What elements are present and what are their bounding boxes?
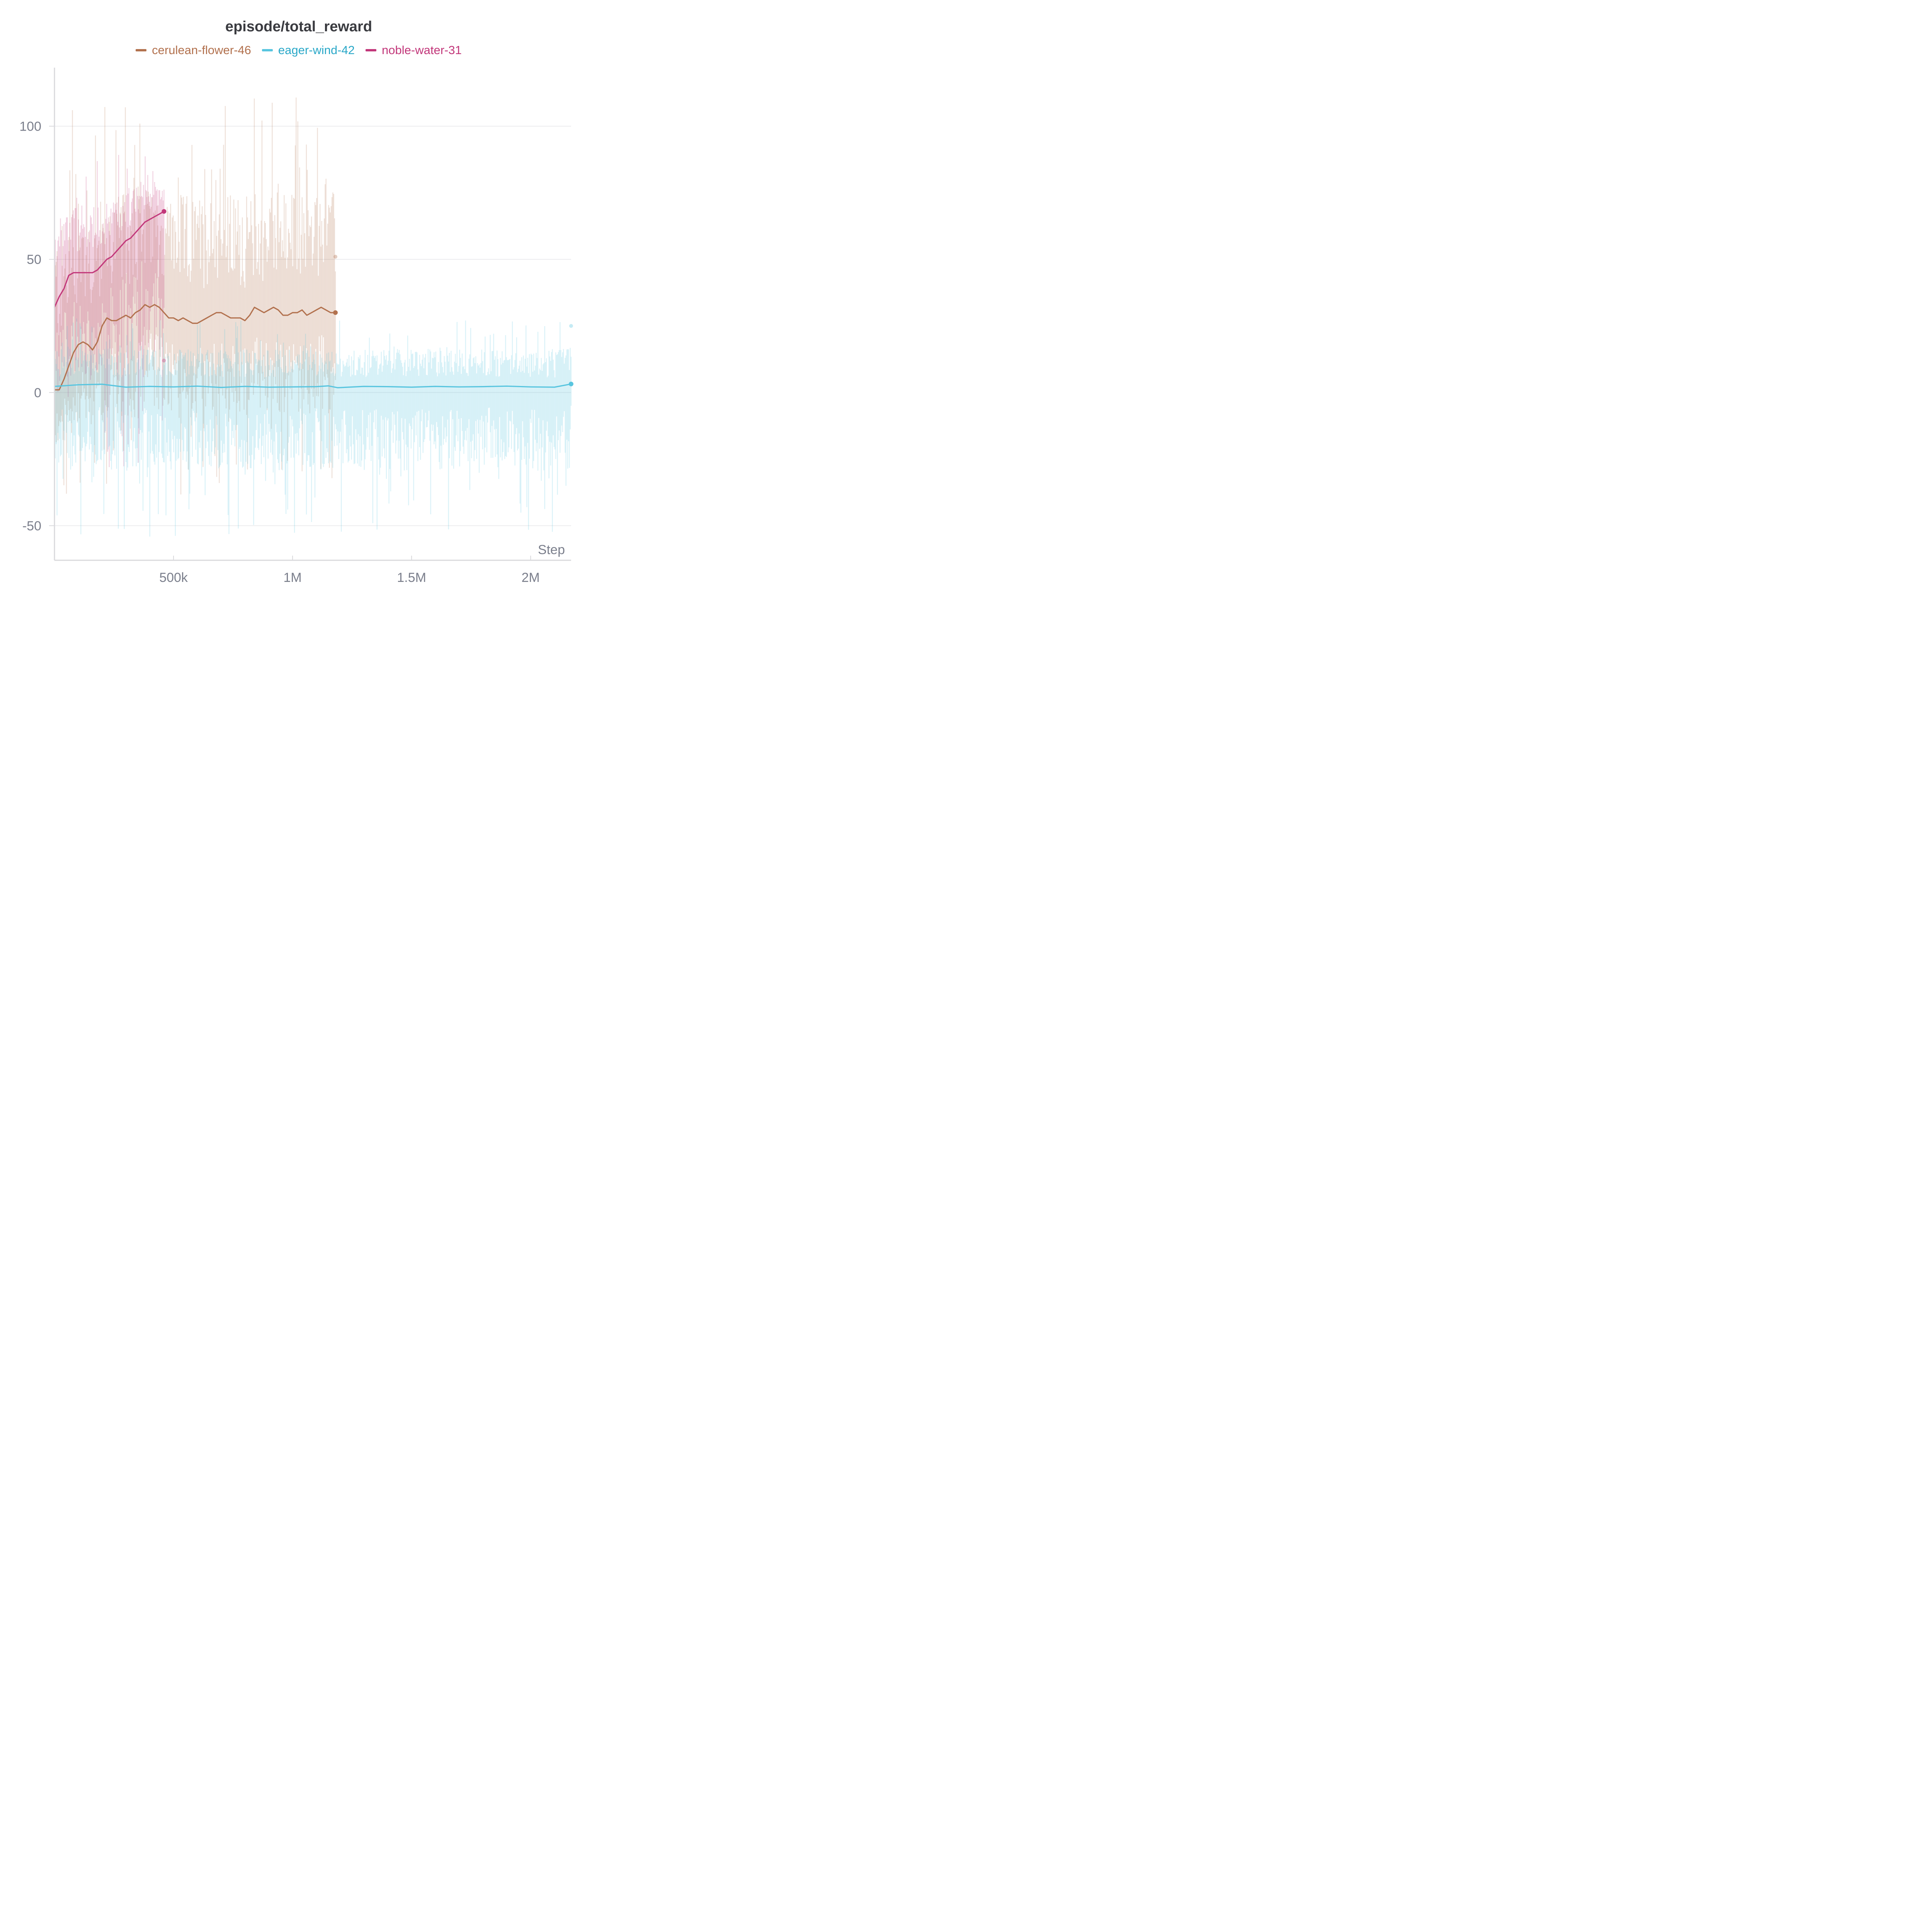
endpoint-marker-eager-wind-42[interactable]	[569, 381, 573, 386]
smoothed-lines-layer	[54, 211, 572, 391]
legend: cerulean-flower-46 eager-wind-42 noble-w…	[0, 43, 597, 57]
chart-title: episode/total_reward	[225, 19, 372, 35]
legend-item-eager-wind[interactable]: eager-wind-42	[262, 43, 355, 57]
legend-label-noble-water: noble-water-31	[382, 43, 462, 57]
legend-item-cerulean-flower[interactable]: cerulean-flower-46	[136, 43, 251, 57]
y-tick-label: 100	[19, 119, 41, 134]
series-line-eager-wind-42[interactable]	[54, 383, 572, 388]
endpoint-marker-noble-water-31[interactable]	[162, 209, 167, 214]
y-tick-label: 50	[27, 252, 41, 267]
plot-area[interactable]: Step -50 0 50 100 500k 1M 1.5M 2M	[0, 0, 597, 597]
legend-swatch-cerulean-flower	[136, 49, 147, 51]
legend-label-cerulean-flower: cerulean-flower-46	[152, 43, 251, 57]
series-line-noble-water-31[interactable]	[54, 211, 165, 308]
x-tick-label: 1.5M	[397, 570, 426, 585]
legend-swatch-eager-wind	[262, 49, 273, 51]
endpoint-marker-cerulean-flower-46[interactable]	[333, 310, 338, 315]
legend-label-eager-wind: eager-wind-42	[278, 43, 355, 57]
raw-data-layer	[54, 97, 572, 537]
endpoint-marker-noble-water-31[interactable]	[162, 359, 166, 363]
endpoint-marker-cerulean-flower-46[interactable]	[333, 255, 338, 259]
endpoint-markers-layer	[162, 209, 573, 386]
endpoint-marker-eager-wind-42[interactable]	[569, 324, 573, 328]
x-axis-label: Step	[538, 543, 565, 557]
y-tick-label: -50	[22, 519, 41, 533]
x-tick-label: 500k	[159, 570, 188, 585]
legend-swatch-noble-water	[366, 49, 377, 51]
x-tick-label: 2M	[522, 570, 540, 585]
axes: Step -50 0 50 100 500k 1M 1.5M 2M	[19, 68, 571, 585]
y-tick-label: 0	[34, 386, 41, 400]
grid	[54, 126, 571, 526]
legend-item-noble-water[interactable]: noble-water-31	[366, 43, 462, 57]
x-tick-label: 1M	[284, 570, 302, 585]
series-line-cerulean-flower-46[interactable]	[54, 304, 336, 391]
